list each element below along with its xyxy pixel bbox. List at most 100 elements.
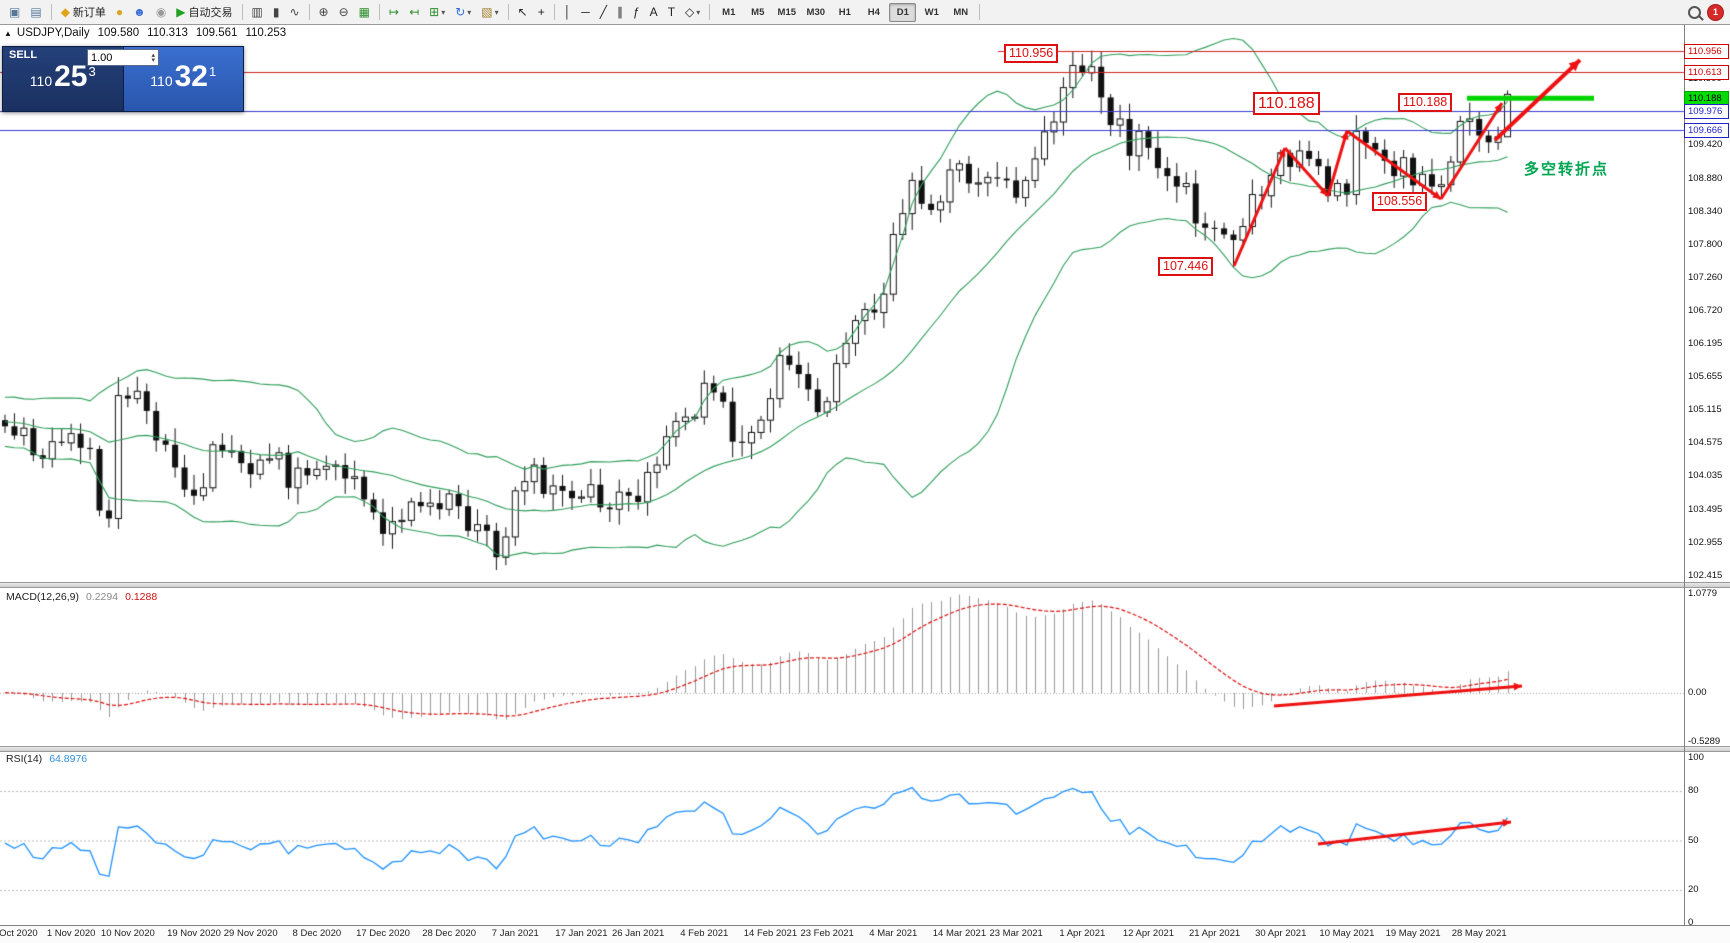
community-user-icon: ☻ xyxy=(133,6,146,18)
fibonacci-icon: ƒ xyxy=(633,6,640,18)
periods-icon: ↻ xyxy=(455,6,465,18)
time-axis[interactable] xyxy=(0,925,1730,943)
crosshair-icon[interactable]: + xyxy=(534,1,549,23)
zoom-out-icon: ⊖ xyxy=(339,6,349,18)
notifications-badge[interactable]: 1 xyxy=(1707,4,1724,21)
help-icon[interactable]: ◉ xyxy=(152,1,170,23)
cursor-icon[interactable]: ↖ xyxy=(514,1,532,23)
vertical-line-icon: │ xyxy=(564,6,572,18)
text-icon: A xyxy=(650,6,658,18)
timeframe-m15[interactable]: M15 xyxy=(773,3,800,22)
tile-windows-icon: ▦ xyxy=(359,6,370,18)
fibonacci-icon[interactable]: ƒ xyxy=(629,1,644,23)
horizontal-line-icon[interactable]: ─ xyxy=(577,1,594,23)
panel-splitter-macd[interactable] xyxy=(0,582,1730,588)
search-icon[interactable] xyxy=(1688,6,1701,19)
text-label-icon[interactable]: T xyxy=(664,1,679,23)
volume-input[interactable]: 1.00 ▴ ▾ xyxy=(87,49,159,66)
horizontal-line-icon: ─ xyxy=(581,6,590,18)
timeframe-m5[interactable]: M5 xyxy=(744,3,771,22)
symbol-title: USDJPY,Daily xyxy=(17,27,90,39)
toolbar-separator xyxy=(709,4,710,20)
new-order-icon: ◆ xyxy=(61,6,70,18)
timeframe-h4[interactable]: H4 xyxy=(860,3,887,22)
indicators-icon: ⊞ xyxy=(429,6,439,18)
help-icon: ◉ xyxy=(156,6,166,18)
chart-ohlc-header: ▲ USDJPY,Daily 109.580 110.313 109.561 1… xyxy=(4,27,294,39)
ohlc-close: 110.253 xyxy=(245,27,286,39)
crosshair-icon: + xyxy=(538,6,545,18)
price-axis[interactable] xyxy=(1684,24,1730,925)
templates-button[interactable]: ▧▾ xyxy=(477,1,502,23)
candlestick-chart-icon[interactable]: ▮ xyxy=(269,1,284,23)
toolbar-separator xyxy=(508,4,509,20)
auto-scroll-icon[interactable]: ↦ xyxy=(385,1,403,23)
chevron-down-icon: ▾ xyxy=(441,8,445,17)
toolbar-separator xyxy=(979,4,980,20)
timeframe-m1[interactable]: M1 xyxy=(715,3,742,22)
ohlc-high: 110.313 xyxy=(147,27,188,39)
zoom-in-icon: ⊕ xyxy=(319,6,329,18)
ohlc-low: 109.561 xyxy=(196,27,238,39)
auto-scroll-icon: ↦ xyxy=(389,6,399,18)
profile-icon[interactable]: ▤ xyxy=(26,1,45,23)
community-user-icon[interactable]: ☻ xyxy=(129,1,150,23)
market-coin-icon: ● xyxy=(116,6,123,18)
new-order-button-label: 新订单 xyxy=(73,4,106,20)
text-icon[interactable]: A xyxy=(646,1,662,23)
timeframe-d1[interactable]: D1 xyxy=(889,3,916,22)
toolbar-separator xyxy=(554,4,555,20)
bar-chart-icon: ▥ xyxy=(252,6,263,18)
timeframe-w1[interactable]: W1 xyxy=(918,3,945,22)
trendline-icon[interactable]: ╱ xyxy=(596,1,611,23)
candlestick-chart-icon: ▮ xyxy=(273,6,280,18)
chart-window-icon: ▣ xyxy=(9,6,20,18)
volume-value: 1.00 xyxy=(91,52,112,64)
arrows-shapes-icon[interactable]: ◇▾ xyxy=(681,1,704,23)
autotrading-icon: ▶ xyxy=(176,6,185,18)
text-label-icon: T xyxy=(668,6,675,18)
volume-down-icon[interactable]: ▾ xyxy=(151,58,155,63)
ohlc-open: 109.580 xyxy=(98,27,140,39)
autotrading-button-label: 自动交易 xyxy=(189,4,233,20)
chevron-down-icon: ▾ xyxy=(696,8,700,17)
timeframe-m30[interactable]: M30 xyxy=(802,3,829,22)
toolbar-separator xyxy=(242,4,243,20)
chart-shift-icon: ↤ xyxy=(409,6,419,18)
toolbar-separator xyxy=(51,4,52,20)
rsi-indicator-label: RSI(14)64.8976 xyxy=(6,753,87,765)
channel-icon[interactable]: ∥ xyxy=(613,1,627,23)
channel-icon: ∥ xyxy=(617,6,623,18)
indicators-button[interactable]: ⊞▾ xyxy=(425,1,449,23)
vertical-line-icon[interactable]: │ xyxy=(560,1,576,23)
bar-chart-icon[interactable]: ▥ xyxy=(248,1,267,23)
chevron-down-icon: ▾ xyxy=(467,8,471,17)
line-chart-icon: ∿ xyxy=(289,6,299,18)
market-coin-icon[interactable]: ● xyxy=(112,1,127,23)
zoom-in-icon[interactable]: ⊕ xyxy=(315,1,333,23)
templates-icon: ▧ xyxy=(481,6,492,18)
zoom-out-icon[interactable]: ⊖ xyxy=(335,1,353,23)
chevron-down-icon: ▾ xyxy=(495,8,499,17)
trade-panel-toggle-icon[interactable]: ▲ xyxy=(4,29,12,38)
timeframe-mn[interactable]: MN xyxy=(947,3,974,22)
new-order-button[interactable]: ◆新订单 xyxy=(57,1,110,23)
chart-shift-icon[interactable]: ↤ xyxy=(405,1,423,23)
timeframe-h1[interactable]: H1 xyxy=(831,3,858,22)
profile-icon: ▤ xyxy=(30,6,41,18)
chart-window-icon[interactable]: ▣ xyxy=(5,1,24,23)
periods-button[interactable]: ↻▾ xyxy=(451,1,475,23)
line-chart-icon[interactable]: ∿ xyxy=(285,1,303,23)
autotrading-button[interactable]: ▶ 自动交易 xyxy=(172,1,236,23)
toolbar-separator xyxy=(309,4,310,20)
arrows-shapes-icon: ◇ xyxy=(685,6,694,18)
trendline-icon: ╱ xyxy=(600,6,607,18)
panel-splitter-rsi[interactable] xyxy=(0,746,1730,752)
tile-windows-icon[interactable]: ▦ xyxy=(355,1,374,23)
volume-spinner[interactable]: ▴ ▾ xyxy=(151,53,155,63)
